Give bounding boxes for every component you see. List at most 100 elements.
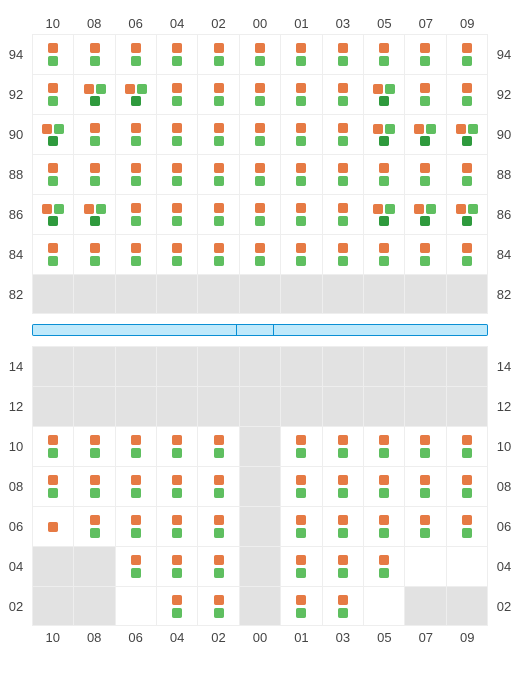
grid-cell[interactable]: [115, 387, 156, 426]
grid-cell[interactable]: [73, 235, 114, 274]
grid-cell[interactable]: [404, 387, 445, 426]
grid-cell[interactable]: [404, 467, 445, 506]
grid-cell[interactable]: [280, 587, 321, 625]
grid-cell[interactable]: [156, 35, 197, 74]
grid-cell[interactable]: [280, 115, 321, 154]
grid-cell[interactable]: [32, 347, 73, 386]
grid-cell[interactable]: [156, 427, 197, 466]
grid-cell[interactable]: [404, 427, 445, 466]
grid-cell[interactable]: [363, 275, 404, 313]
grid-cell[interactable]: [280, 275, 321, 313]
grid-cell[interactable]: [239, 115, 280, 154]
grid-cell[interactable]: [363, 195, 404, 234]
grid-cell[interactable]: [322, 387, 363, 426]
grid-cell[interactable]: [363, 547, 404, 586]
grid-cell[interactable]: [446, 275, 488, 313]
grid-cell[interactable]: [115, 587, 156, 625]
grid-cell[interactable]: [239, 387, 280, 426]
grid-cell[interactable]: [446, 235, 488, 274]
grid-cell[interactable]: [197, 387, 238, 426]
grid-cell[interactable]: [239, 235, 280, 274]
grid-cell[interactable]: [280, 387, 321, 426]
grid-cell[interactable]: [156, 547, 197, 586]
grid-cell[interactable]: [363, 387, 404, 426]
grid-cell[interactable]: [322, 347, 363, 386]
grid-cell[interactable]: [322, 75, 363, 114]
grid-cell[interactable]: [363, 467, 404, 506]
grid-cell[interactable]: [32, 507, 73, 546]
grid-cell[interactable]: [404, 155, 445, 194]
grid-cell[interactable]: [32, 275, 73, 313]
grid-cell[interactable]: [156, 235, 197, 274]
grid-cell[interactable]: [446, 347, 488, 386]
grid-cell[interactable]: [32, 195, 73, 234]
grid-cell[interactable]: [73, 195, 114, 234]
grid-cell[interactable]: [239, 155, 280, 194]
grid-cell[interactable]: [280, 75, 321, 114]
grid-cell[interactable]: [156, 467, 197, 506]
grid-cell[interactable]: [73, 587, 114, 625]
grid-cell[interactable]: [197, 507, 238, 546]
grid-cell[interactable]: [446, 387, 488, 426]
grid-cell[interactable]: [156, 387, 197, 426]
grid-cell[interactable]: [32, 587, 73, 625]
grid-cell[interactable]: [32, 75, 73, 114]
grid-cell[interactable]: [32, 235, 73, 274]
grid-cell[interactable]: [115, 427, 156, 466]
grid-cell[interactable]: [115, 75, 156, 114]
grid-cell[interactable]: [115, 195, 156, 234]
grid-cell[interactable]: [239, 195, 280, 234]
grid-cell[interactable]: [446, 75, 488, 114]
grid-cell[interactable]: [280, 235, 321, 274]
grid-cell[interactable]: [32, 427, 73, 466]
grid-cell[interactable]: [115, 35, 156, 74]
grid-cell[interactable]: [156, 75, 197, 114]
grid-cell[interactable]: [280, 467, 321, 506]
grid-cell[interactable]: [404, 195, 445, 234]
grid-cell[interactable]: [156, 115, 197, 154]
grid-cell[interactable]: [404, 115, 445, 154]
grid-cell[interactable]: [363, 507, 404, 546]
grid-cell[interactable]: [73, 155, 114, 194]
grid-cell[interactable]: [115, 547, 156, 586]
grid-cell[interactable]: [197, 275, 238, 313]
grid-cell[interactable]: [322, 35, 363, 74]
grid-cell[interactable]: [197, 587, 238, 625]
grid-cell[interactable]: [197, 427, 238, 466]
grid-cell[interactable]: [446, 155, 488, 194]
grid-cell[interactable]: [73, 507, 114, 546]
grid-cell[interactable]: [115, 347, 156, 386]
grid-cell[interactable]: [197, 155, 238, 194]
grid-cell[interactable]: [32, 387, 73, 426]
grid-cell[interactable]: [446, 427, 488, 466]
grid-cell[interactable]: [322, 115, 363, 154]
grid-cell[interactable]: [197, 547, 238, 586]
grid-cell[interactable]: [280, 427, 321, 466]
grid-cell[interactable]: [363, 427, 404, 466]
grid-cell[interactable]: [32, 155, 73, 194]
grid-cell[interactable]: [404, 507, 445, 546]
grid-cell[interactable]: [239, 587, 280, 625]
grid-cell[interactable]: [280, 347, 321, 386]
grid-cell[interactable]: [73, 275, 114, 313]
grid-cell[interactable]: [404, 587, 445, 625]
grid-cell[interactable]: [446, 115, 488, 154]
grid-cell[interactable]: [73, 427, 114, 466]
grid-cell[interactable]: [239, 275, 280, 313]
grid-cell[interactable]: [322, 547, 363, 586]
grid-cell[interactable]: [73, 467, 114, 506]
grid-cell[interactable]: [239, 347, 280, 386]
grid-cell[interactable]: [322, 427, 363, 466]
grid-cell[interactable]: [197, 35, 238, 74]
grid-cell[interactable]: [239, 467, 280, 506]
grid-cell[interactable]: [322, 235, 363, 274]
grid-cell[interactable]: [280, 507, 321, 546]
grid-cell[interactable]: [322, 275, 363, 313]
grid-cell[interactable]: [239, 507, 280, 546]
grid-cell[interactable]: [156, 347, 197, 386]
grid-cell[interactable]: [156, 195, 197, 234]
grid-cell[interactable]: [115, 115, 156, 154]
grid-cell[interactable]: [73, 387, 114, 426]
grid-cell[interactable]: [32, 467, 73, 506]
grid-cell[interactable]: [115, 467, 156, 506]
